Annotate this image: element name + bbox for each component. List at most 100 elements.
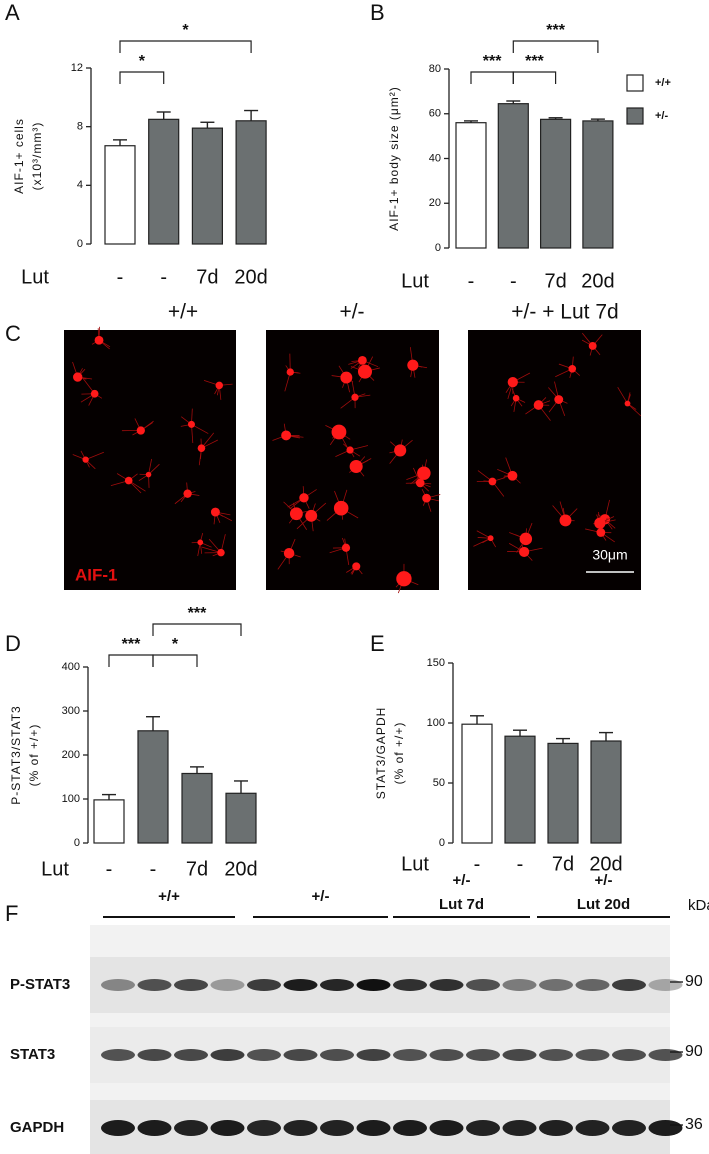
legend-label: +/+ [655,77,671,89]
bar [235,120,267,245]
y-tick-label: 80 [429,63,441,75]
significance-bracket [119,40,252,53]
cell [512,394,520,402]
group-label: +/- [453,872,471,889]
cell [305,509,318,522]
band [320,1049,354,1061]
cell [358,356,367,365]
band [575,979,610,991]
band [174,1049,208,1061]
band [429,979,464,991]
unit-label: kDa [688,897,709,914]
band [356,979,391,991]
micrograph [266,330,439,590]
panel-letter: C [5,321,21,346]
cell [394,444,407,457]
x-tick-label: - [510,270,517,292]
band [575,1049,610,1061]
legend-label: +/- [655,110,668,122]
band [539,1120,573,1136]
band [393,1049,427,1061]
bar [93,799,125,844]
y-tick-label: 12 [71,62,83,74]
band [612,1049,646,1061]
significance-bracket [152,654,198,667]
cell [289,507,303,521]
cell [352,562,361,571]
cell [559,514,572,527]
cell [407,359,419,371]
bar [148,118,180,245]
panel-letter: E [370,631,385,656]
significance-label: * [172,636,179,653]
y-tick-label: 4 [77,179,83,191]
cell [519,546,530,558]
significance-bracket [108,654,154,667]
band [429,1049,464,1061]
band [539,979,573,991]
band [393,1120,427,1136]
significance-label: * [182,22,189,39]
bar [191,127,223,245]
bar [455,122,487,249]
significance-label: *** [188,605,207,622]
cell [415,478,425,488]
x-tick-label: - [117,266,124,288]
cell [351,393,359,401]
cell [299,493,309,503]
y-axis-label: STAT3/GAPDH [374,707,388,800]
band [247,1120,281,1136]
cell-process [473,537,491,547]
group-label: Lut 20d [577,896,630,913]
panel-letter: F [5,901,18,926]
cell-process [85,451,104,461]
bar [461,723,493,844]
cell [487,535,494,542]
cell [94,335,104,345]
band [539,1049,573,1061]
bar [547,742,579,844]
cell [281,430,292,441]
cell [197,444,206,452]
band [320,979,354,991]
band [612,979,646,991]
y-tick-label: 400 [62,661,80,673]
x-tick-label: 20d [581,270,614,292]
band [429,1120,464,1136]
band [466,979,500,991]
group-label: +/+ [158,888,180,905]
cell [422,493,431,503]
significance-label: *** [525,53,544,70]
cell [417,466,431,480]
band [502,979,537,991]
bar [582,120,614,249]
band [101,1049,135,1061]
significance-label: *** [483,53,502,70]
cell [346,446,354,454]
cell [624,400,631,407]
row-label: GAPDH [10,1119,64,1136]
x-tick-label: 7d [186,858,208,880]
x-tick-label: 7d [196,266,218,288]
x-tick-label: 7d [544,270,566,292]
y-tick-label: 20 [429,197,441,209]
cell [341,543,351,552]
cell [73,372,83,382]
y-axis-label: (% of +/+) [27,724,41,787]
band [101,979,135,991]
band [466,1049,500,1061]
panel-letter: D [5,631,21,656]
band [247,1049,281,1061]
band [210,1120,245,1136]
micrograph [468,330,641,590]
significance-bracket [152,623,242,636]
cell [519,532,533,546]
bar [497,103,529,249]
x-tick-label: - [160,266,167,288]
band [137,979,172,991]
group-label: Lut 7d [439,896,484,913]
significance-bracket [470,71,514,84]
stain-label: AIF-1 [75,565,118,584]
kda-label: 90 [685,973,703,990]
legend-swatch [626,74,644,92]
